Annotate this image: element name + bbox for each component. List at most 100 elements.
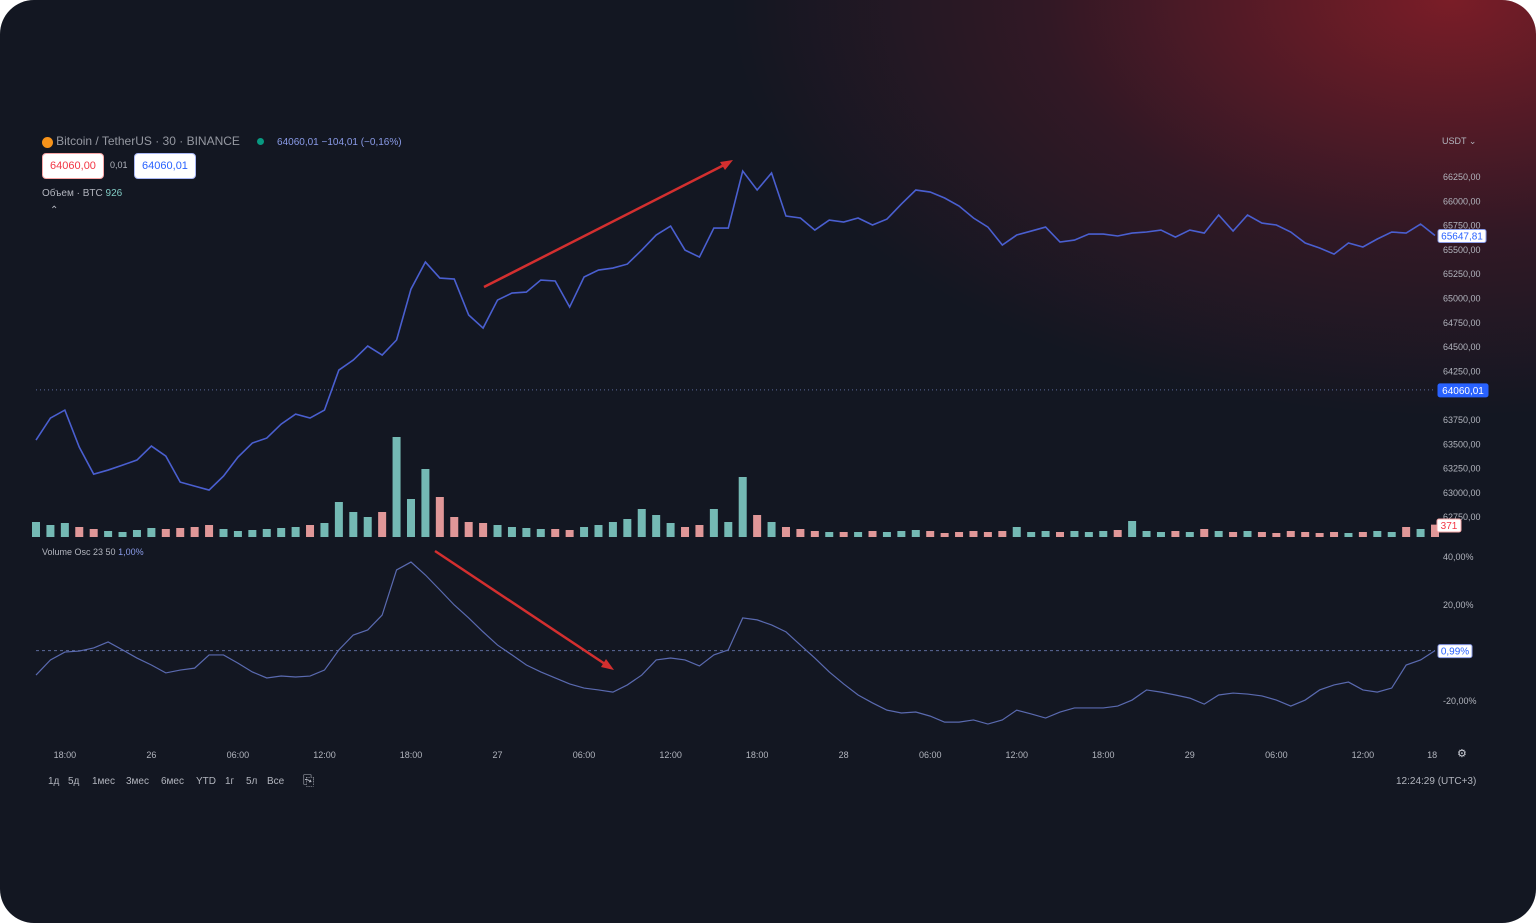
oscillator-last-label-bg (1437, 644, 1473, 659)
symbol-header: Bitcoin / TetherUS · 30 · BINANCE 64060,… (42, 134, 402, 148)
volume-last-label-bg (1436, 518, 1462, 533)
volume-bar (132, 530, 141, 537)
time-axis-tick: 12:00 (313, 750, 336, 760)
range-button-7[interactable]: 5л (246, 776, 258, 787)
bitcoin-logo-icon (42, 136, 53, 148)
volume-bar (118, 532, 127, 537)
volume-bar (493, 525, 502, 537)
currency-selector[interactable]: USDT ⌄ (1442, 136, 1477, 146)
range-button-3[interactable]: 3мес (126, 776, 149, 787)
volume-bar (1229, 532, 1238, 537)
volume-bar (176, 528, 185, 537)
volume-bar (969, 531, 978, 537)
price-axis-tick: 63750,00 (1443, 415, 1481, 425)
volume-bar (839, 532, 848, 537)
volume-bar (507, 527, 516, 537)
time-axis-tick: 18:00 (400, 750, 423, 760)
spread-value: 0,01 (110, 160, 128, 170)
last-price-label-bg (1437, 229, 1487, 244)
range-button-2[interactable]: 1мес (92, 776, 115, 787)
volume-bar (608, 522, 617, 537)
range-button-6[interactable]: 1г (225, 776, 235, 787)
volume-bar (89, 529, 98, 537)
volume-bar (1358, 532, 1367, 537)
range-button-5[interactable]: YTD (196, 776, 216, 787)
time-axis-tick: 28 (839, 750, 849, 760)
volume-bar (983, 532, 992, 537)
volume-bar (1243, 531, 1252, 537)
volume-bar (1012, 527, 1021, 537)
volume-bar (724, 522, 733, 537)
collapse-legend-icon[interactable]: ⌃ (50, 205, 59, 216)
price-axis-tick: 66250,00 (1443, 172, 1481, 182)
volume-bar (767, 522, 776, 537)
time-axis-tick: 27 (493, 750, 503, 760)
price-axis-tick: 66000,00 (1443, 196, 1481, 206)
oscillator-last-label: 0,99% (1441, 647, 1469, 658)
time-axis-tick: 18 (1427, 750, 1437, 760)
volume-bar (810, 531, 819, 537)
date-range-icon[interactable]: ⎘ (303, 772, 315, 788)
volume-bar (190, 527, 199, 537)
price-axis-tick: 64750,00 (1443, 318, 1481, 328)
volume-legend: Объем · BTC 926 (42, 188, 122, 199)
price-axis-tick: 65000,00 (1443, 294, 1481, 304)
volume-bar (1070, 531, 1079, 537)
time-axis-tick: 12:00 (659, 750, 682, 760)
volume-bar (1099, 531, 1108, 537)
volume-bar (897, 531, 906, 537)
volume-bar (1056, 532, 1065, 537)
volume-bar (1387, 532, 1396, 537)
volume-bar (161, 529, 170, 537)
volume-bar (1402, 527, 1411, 537)
time-axis-tick: 18:00 (54, 750, 77, 760)
volume-bar (349, 512, 358, 537)
volume-bar (868, 531, 877, 537)
volume-bar (104, 531, 113, 537)
range-button-1[interactable]: 5д (68, 776, 80, 787)
time-axis-tick: 18:00 (746, 750, 769, 760)
volume-bar (536, 529, 545, 537)
volume-bar (854, 532, 863, 537)
volume-legend-label: Объем · BTC (42, 188, 103, 199)
price-axis-tick: 63250,00 (1443, 464, 1481, 474)
currency-label: USDT (1442, 136, 1467, 146)
volume-bar (233, 531, 242, 537)
range-button-0[interactable]: 1д (48, 776, 60, 787)
volume-bar (1286, 531, 1295, 537)
volume-last-label: 371 (1441, 521, 1458, 532)
annotation-arrowhead-down (601, 659, 614, 670)
settings-gear-icon[interactable]: ⚙ (1457, 748, 1467, 760)
volume-bar (623, 519, 632, 537)
time-axis-tick: 12:00 (1352, 750, 1375, 760)
range-button-4[interactable]: 6мес (161, 776, 184, 787)
market-status-dot-icon (256, 138, 264, 145)
symbol-title[interactable]: Bitcoin / TetherUS · 30 · BINANCE (56, 134, 240, 148)
volume-bar (32, 522, 40, 537)
volume-bar (926, 531, 935, 537)
volume-bar (60, 523, 69, 537)
oscillator-axis-tick: 20,00% (1443, 600, 1474, 610)
volume-bar (1200, 529, 1209, 537)
volume-bar (998, 531, 1007, 537)
time-axis-tick: 06:00 (573, 750, 596, 760)
price-axis-tick: 63500,00 (1443, 439, 1481, 449)
volume-bar (421, 469, 430, 537)
sell-price-button[interactable]: 64060,00 (42, 153, 104, 179)
volume-bar (291, 527, 300, 537)
volume-bar (565, 530, 574, 537)
oscillator-line (35, 561, 1436, 725)
range-button-8[interactable]: Все (267, 776, 285, 787)
volume-bar (911, 530, 920, 537)
volume-bar (1416, 529, 1425, 537)
oscillator-axis-tick: 40,00% (1443, 552, 1474, 562)
volume-bar (1214, 531, 1223, 537)
price-axis-tick: 65250,00 (1443, 269, 1481, 279)
annotation-arrow-up (483, 161, 729, 289)
buy-price-button[interactable]: 64060,01 (134, 153, 196, 179)
volume-bar (666, 523, 675, 537)
volume-bar (781, 527, 790, 537)
current-price-label-bg (1437, 383, 1489, 398)
clock: 12:24:29 (UTC+3) (1396, 776, 1477, 787)
